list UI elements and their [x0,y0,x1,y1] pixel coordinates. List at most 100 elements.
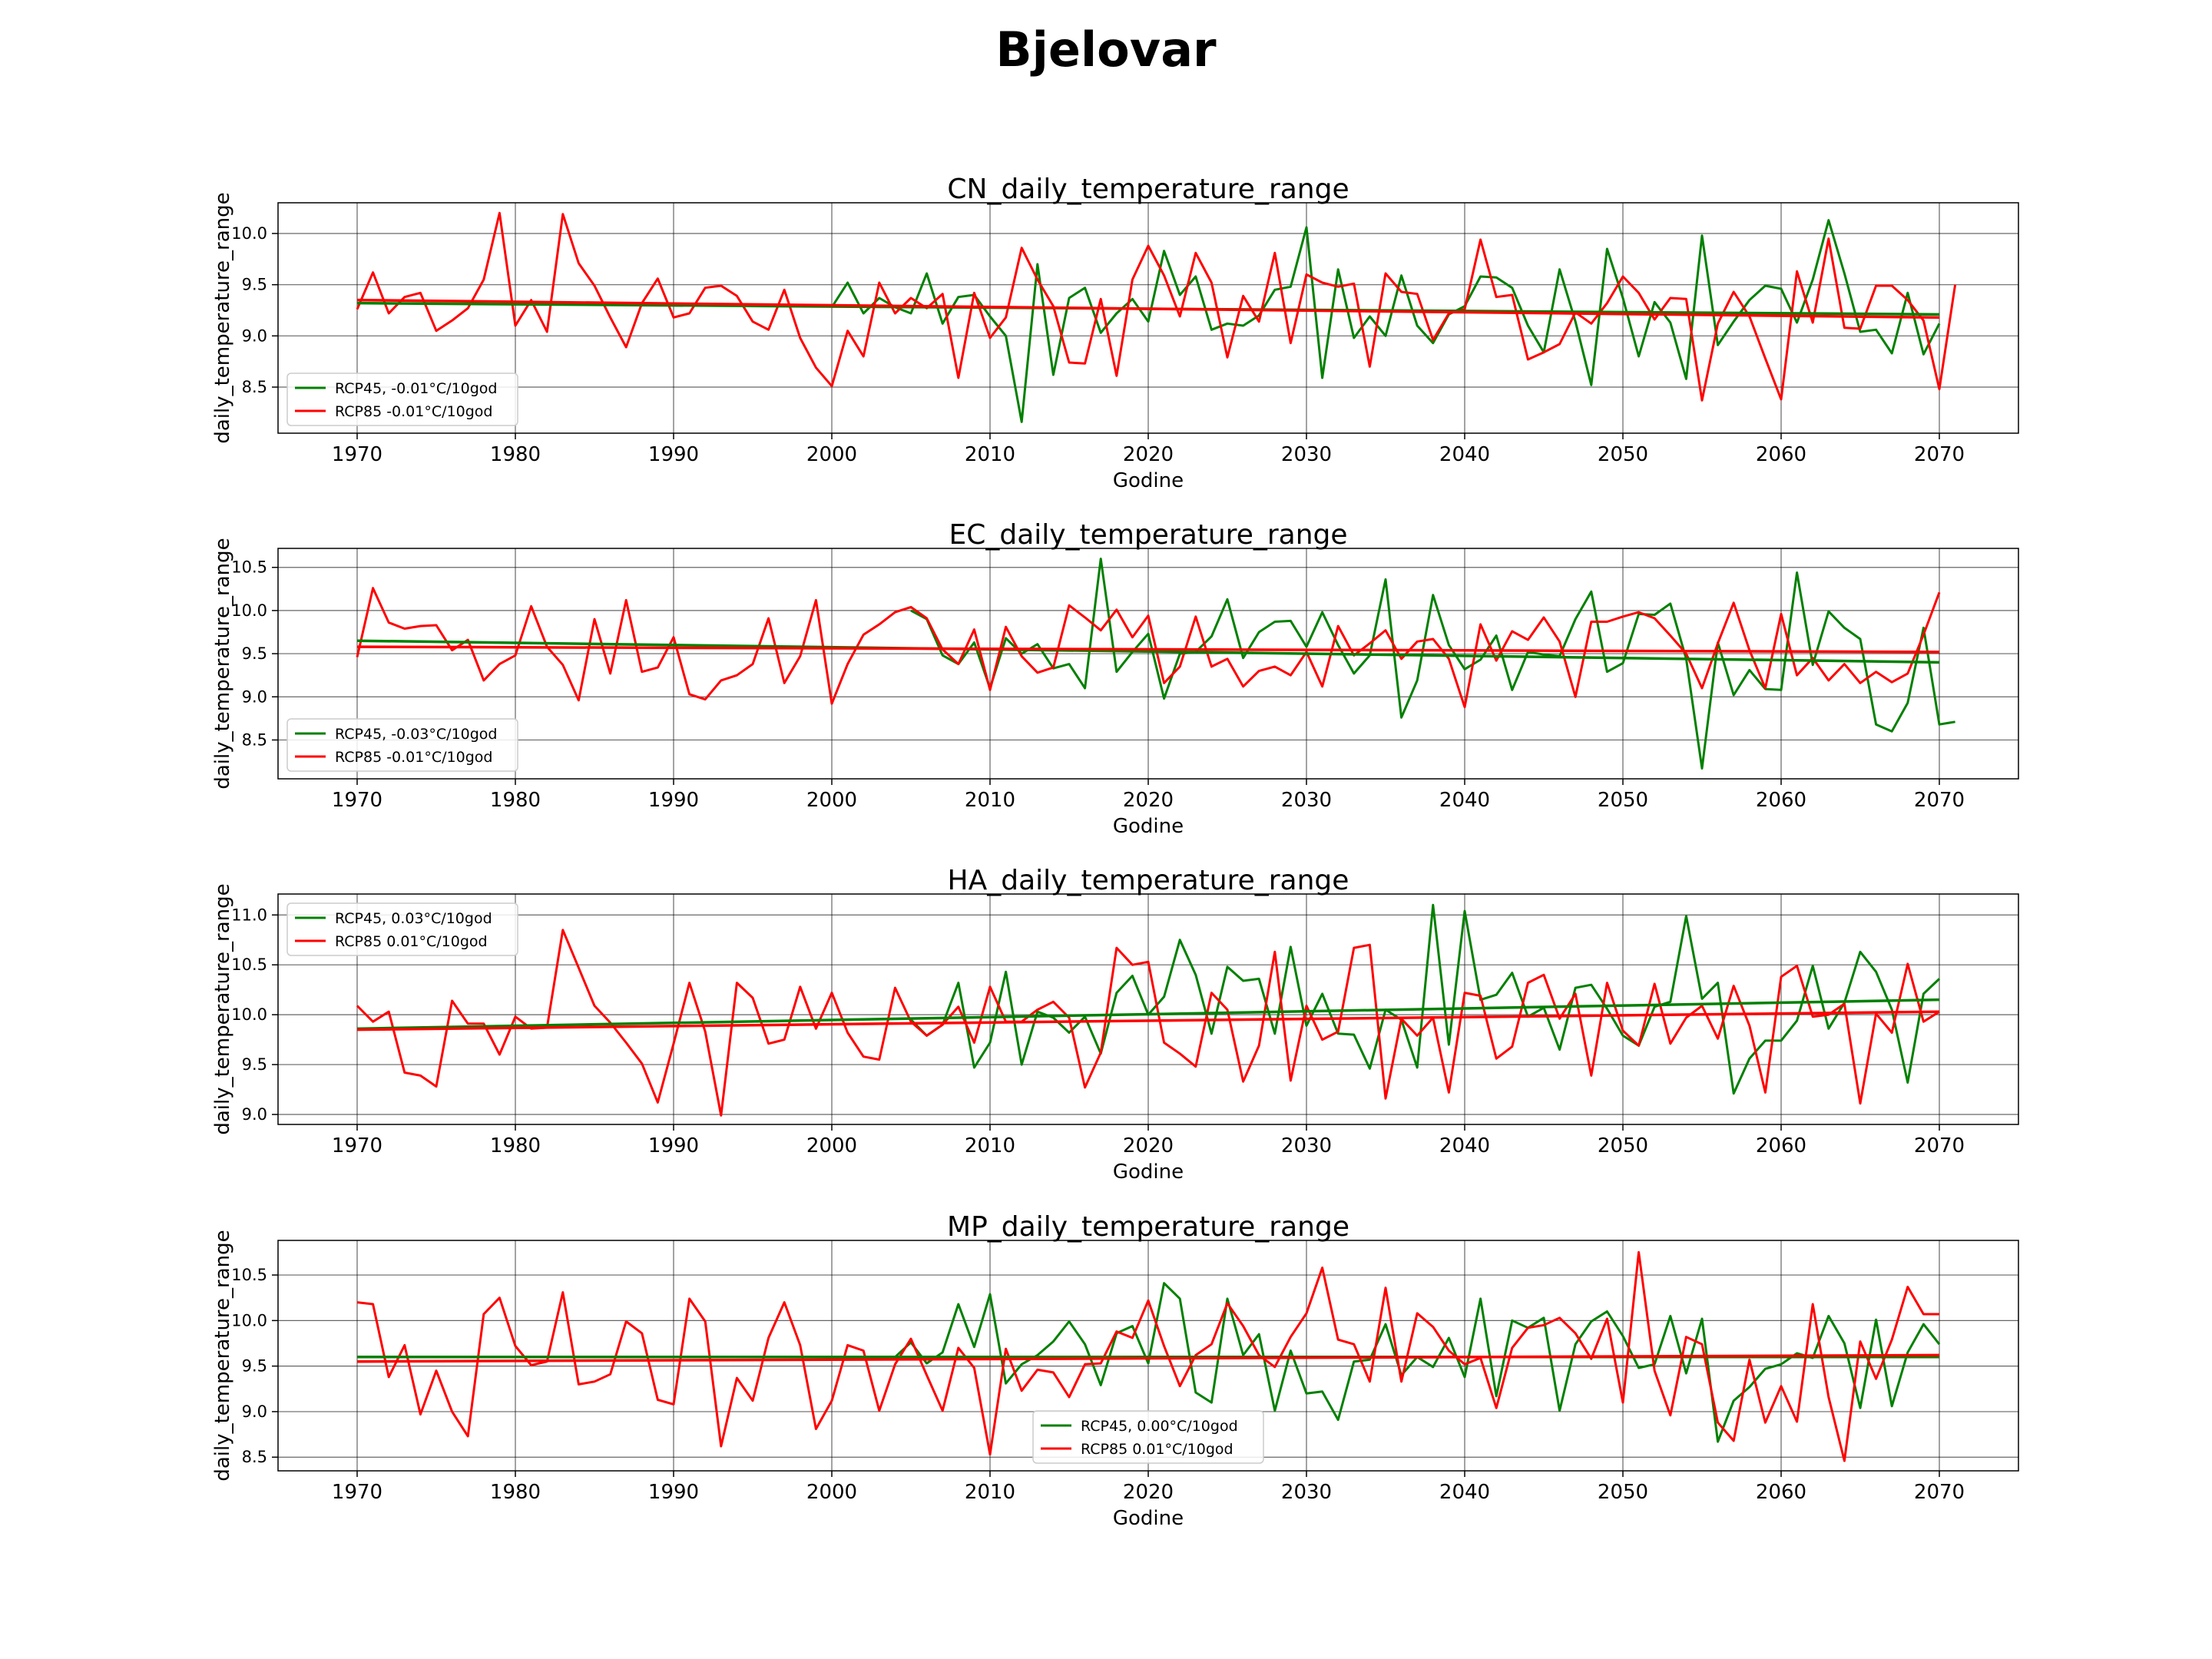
chart-title: HA_daily_temperature_range [948,865,1349,896]
legend: RCP45, 0.03°C/10god RCP85 0.01°C/10god [286,902,518,956]
x-tick-label: 1990 [648,789,699,812]
y-tick-label: 11.0 [231,906,267,924]
y-tick-label: 8.5 [242,378,267,396]
x-axis-label: Godine [1113,1507,1184,1530]
x-tick-label: 2000 [806,443,857,466]
legend-box [286,718,518,772]
y-tick-label: 10.5 [231,955,267,974]
x-tick-label: 2030 [1281,1481,1332,1504]
legend-label-1: RCP45, 0.03°C/10god [335,910,492,927]
y-axis-label: daily_temperature_range [211,538,234,789]
x-tick-label: 1970 [332,443,382,466]
x-tick-label: 1970 [332,789,382,812]
x-tick-label: 2070 [1914,1481,1965,1504]
x-tick-label: 2030 [1281,443,1332,466]
x-tick-label: 2040 [1439,1134,1490,1157]
y-tick-label: 10.0 [231,601,267,620]
legend-label-2: RCP85 -0.01°C/10god [335,403,492,420]
legend: RCP45, 0.00°C/10god RCP85 0.01°C/10god [1032,1410,1264,1464]
x-tick-label: 2020 [1123,1481,1174,1504]
trend-line-1 [356,998,1940,1031]
legend-label-1: RCP45, -0.03°C/10god [335,726,498,743]
x-tick-label: 2010 [965,1134,1015,1157]
x-tick-label: 2010 [965,443,1015,466]
chart-title: MP_daily_temperature_range [947,1211,1349,1243]
x-tick-label: 2070 [1914,789,1965,812]
trend-line-2 [356,1010,1940,1031]
x-tick-label: 1970 [332,1481,382,1504]
x-tick-label: 1980 [490,789,541,812]
x-tick-label: 2050 [1598,1481,1648,1504]
x-tick-label: 1980 [490,1134,541,1157]
legend-box [286,902,518,956]
y-tick-label: 9.5 [242,276,267,294]
x-tick-label: 2060 [1756,1134,1806,1157]
y-tick-label: 9.5 [242,1357,267,1376]
x-tick-label: 2020 [1123,789,1174,812]
legend-box [1032,1410,1264,1464]
y-axis-label: daily_temperature_range [211,192,234,443]
trend-line-1 [356,639,1940,664]
x-tick-label: 2040 [1439,789,1490,812]
x-tick-label: 2000 [806,1134,857,1157]
figure-title: Bjelovar [995,22,1217,78]
x-tick-label: 1970 [332,1134,382,1157]
series-line-1 [910,558,1955,770]
x-axis-label: Godine [1113,815,1184,838]
x-tick-label: 2000 [806,1481,857,1504]
series-line-2 [356,211,1957,402]
x-tick-label: 2040 [1439,443,1490,466]
y-tick-label: 9.0 [242,1105,267,1124]
y-tick-label: 9.0 [242,687,267,706]
legend-label-2: RCP85 -0.01°C/10god [335,749,492,766]
legend: RCP45, -0.01°C/10god RCP85 -0.01°C/10god [286,373,518,426]
series-line-2 [356,587,1941,709]
legend-label-2: RCP85 0.01°C/10god [335,933,488,950]
x-tick-label: 2050 [1598,789,1648,812]
chart-panel-3: HA_daily_temperature_range 1970 1980 1990 20… [211,865,2019,1184]
x-tick-label: 2060 [1756,443,1806,466]
chart-title: EC_daily_temperature_range [949,519,1347,551]
y-tick-label: 9.5 [242,1055,267,1074]
x-axis-label: Godine [1113,1161,1184,1184]
legend-box [286,373,518,426]
x-tick-label: 2050 [1598,443,1648,466]
y-axis-label: daily_temperature_range [211,883,234,1134]
x-tick-label: 1980 [490,1481,541,1504]
y-tick-label: 8.5 [242,730,267,749]
series-line-2 [356,1250,1939,1462]
x-tick-label: 2010 [965,789,1015,812]
y-tick-label: 9.0 [242,1402,267,1421]
y-axis-label: daily_temperature_range [211,1230,234,1481]
x-tick-label: 2070 [1914,1134,1965,1157]
x-tick-label: 2050 [1598,1134,1648,1157]
series-line-1 [909,903,1941,1095]
x-tick-label: 2040 [1439,1481,1490,1504]
legend-label-1: RCP45, -0.01°C/10god [335,380,498,397]
x-tick-label: 1990 [648,1481,699,1504]
x-tick-label: 2020 [1123,1134,1174,1157]
x-tick-label: 2010 [965,1481,1015,1504]
y-tick-label: 10.0 [231,1005,267,1024]
x-tick-label: 1990 [648,443,699,466]
x-tick-label: 2060 [1756,789,1806,812]
y-tick-label: 9.0 [242,326,267,345]
y-tick-label: 10.0 [231,1311,267,1330]
x-axis-label: Godine [1113,469,1184,492]
trend-line-2 [356,298,1940,320]
x-tick-label: 2020 [1123,443,1174,466]
chart-panel-2: EC_daily_temperature_range 1970 1980 1990 20… [211,519,2019,838]
x-tick-label: 2030 [1281,1134,1332,1157]
legend: RCP45, -0.03°C/10god RCP85 -0.01°C/10god [286,718,518,772]
y-tick-label: 10.5 [231,558,267,577]
x-tick-label: 2030 [1281,789,1332,812]
chart-panel-1: CN_daily_temperature_range 1970 1980 1990 20… [211,174,2019,492]
trend-line-2 [356,1353,1940,1363]
y-tick-label: 9.5 [242,644,267,663]
chart-panel-4: MP_daily_temperature_range 1970 1980 1990 20… [211,1211,2019,1530]
y-tick-label: 10.0 [231,224,267,243]
x-tick-label: 2070 [1914,443,1965,466]
trend-line-2 [356,645,1940,654]
x-tick-label: 1980 [490,443,541,466]
